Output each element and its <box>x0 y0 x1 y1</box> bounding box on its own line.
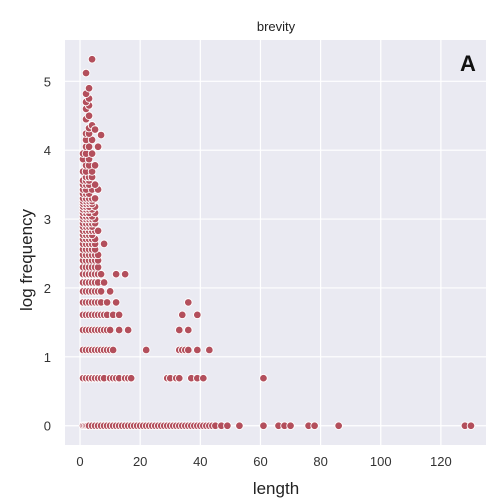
data-point <box>193 310 202 320</box>
x-tick-label: 0 <box>76 454 83 469</box>
plot-background <box>65 40 486 445</box>
data-point <box>175 325 184 335</box>
chart-title: brevity <box>257 19 296 34</box>
data-point <box>90 161 100 170</box>
data-point <box>81 68 91 78</box>
data-point <box>93 226 103 236</box>
data-point <box>84 83 94 93</box>
x-tick-label: 100 <box>370 454 392 469</box>
data-point <box>84 142 94 152</box>
data-point <box>84 111 94 121</box>
data-point <box>466 421 476 430</box>
y-tick-label: 3 <box>44 212 51 227</box>
data-point <box>108 345 118 355</box>
data-points <box>78 55 476 430</box>
panel-label: A <box>460 51 476 76</box>
data-point <box>87 55 97 64</box>
data-point <box>114 325 124 335</box>
data-point <box>111 298 121 307</box>
x-tick-label: 20 <box>133 454 147 469</box>
data-point <box>178 310 187 320</box>
data-point <box>105 287 115 296</box>
data-point <box>90 194 100 203</box>
data-point <box>141 345 151 355</box>
data-point <box>184 325 193 335</box>
data-point <box>105 325 115 335</box>
y-tick-labels: 0 1 2 3 4 5 <box>44 74 51 433</box>
data-point <box>205 345 214 355</box>
data-point <box>199 373 208 383</box>
data-point <box>193 345 202 355</box>
y-tick-label: 1 <box>44 350 51 365</box>
data-point <box>310 421 319 430</box>
grid-lines <box>65 40 486 445</box>
data-point <box>87 149 97 158</box>
x-tick-label: 120 <box>430 454 452 469</box>
data-point <box>126 373 136 383</box>
data-point <box>120 269 130 279</box>
x-tick-label: 40 <box>193 454 207 469</box>
data-point <box>96 269 106 279</box>
data-point <box>90 125 100 134</box>
x-tick-labels: 0 20 40 60 80 100 120 <box>76 454 451 469</box>
x-tick-label: 80 <box>313 454 327 469</box>
data-point <box>223 421 232 430</box>
x-tick-label: 60 <box>253 454 267 469</box>
y-tick-label: 2 <box>44 281 51 296</box>
data-point <box>259 421 268 430</box>
y-tick-label: 0 <box>44 419 51 434</box>
data-point <box>334 421 343 430</box>
data-point <box>111 269 121 279</box>
data-point <box>235 421 244 430</box>
y-tick-label: 5 <box>44 74 51 89</box>
data-point <box>259 373 268 383</box>
x-axis-label: length <box>253 479 299 498</box>
y-axis-label: log frequency <box>17 208 36 311</box>
data-point <box>184 345 193 355</box>
data-point <box>99 278 109 287</box>
data-point <box>93 142 103 152</box>
data-point <box>184 298 193 307</box>
data-point <box>114 310 124 320</box>
data-point <box>99 239 109 249</box>
data-point <box>102 298 112 307</box>
data-point <box>123 325 133 335</box>
data-point <box>96 287 106 296</box>
data-point <box>90 180 100 189</box>
data-point <box>286 421 295 430</box>
data-point <box>175 373 184 383</box>
data-point <box>96 130 106 140</box>
y-tick-label: 4 <box>44 143 51 158</box>
